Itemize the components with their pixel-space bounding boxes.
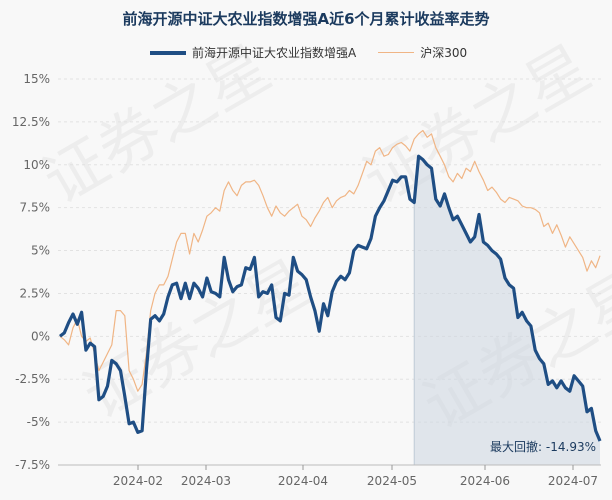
legend-swatch-fund (150, 50, 186, 55)
y-tick-label: 10% (23, 158, 50, 172)
max-drawdown-label: 最大回撤: -14.93% (490, 439, 596, 454)
y-tick-label: 2.5% (20, 286, 51, 300)
legend-swatch-hs300 (378, 52, 415, 53)
y-tick-label: 7.5% (20, 201, 51, 215)
y-tick-label: -7.5% (15, 458, 50, 472)
legend-label-fund: 前海开源中证大农业指数增强A (192, 46, 357, 60)
y-tick-label: -5% (27, 415, 50, 429)
x-axis: 2024-02 2024-03 2024-04 2024-05 2024-06 2024-… (58, 464, 601, 488)
series-line-fund[interactable] (59, 154, 602, 442)
y-tick-label: -2.5% (15, 372, 50, 386)
y-axis: 15% 12.5% 10% 7.5% 5% 2.5% 0% -2.5% -5% -7.5% (12, 72, 50, 472)
x-tick-label: 2024-06 (460, 474, 510, 488)
y-tick-label: 15% (23, 72, 50, 86)
legend-label-hs300: 沪深300 (420, 46, 468, 60)
y-tick-label: 0% (31, 329, 50, 343)
watermark-text: 证券之星 (71, 246, 322, 433)
y-tick-label: 12.5% (12, 115, 50, 129)
x-tick-label: 2024-04 (278, 474, 328, 488)
legend-item-fund[interactable]: 前海开源中证大农业指数增强A (150, 44, 356, 61)
y-tick-label: 5% (31, 244, 50, 258)
x-tick-label: 2024-05 (367, 474, 417, 488)
legend-item-hs300[interactable]: 沪深300 (378, 44, 467, 61)
x-tick-label: 2024-03 (181, 474, 231, 488)
x-tick-label: 2024-07 (548, 474, 598, 488)
x-tick-label: 2024-02 (113, 474, 163, 488)
legend: 前海开源中证大农业指数增强A 沪深300 (150, 44, 489, 61)
chart-title: 前海开源中证大农业指数增强A近6个月累计收益率走势 (122, 10, 490, 28)
max-drawdown-area (414, 156, 600, 465)
